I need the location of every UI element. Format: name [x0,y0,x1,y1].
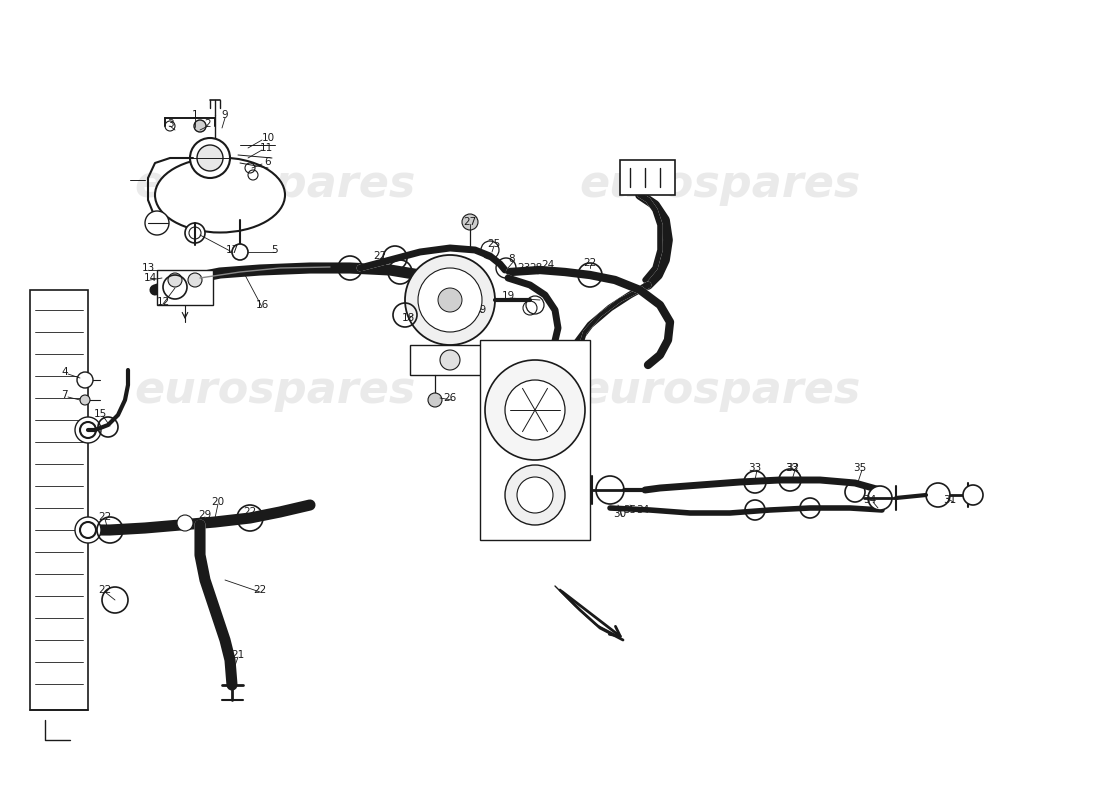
Circle shape [418,268,482,332]
Text: eurospares: eurospares [580,163,860,206]
Circle shape [145,211,169,235]
Text: 35: 35 [854,463,867,473]
Text: 11: 11 [260,143,273,153]
Circle shape [405,255,495,345]
Circle shape [232,244,248,260]
Text: 2: 2 [205,119,211,129]
Text: 27: 27 [463,217,476,227]
Text: 13: 13 [142,263,155,273]
Circle shape [77,372,94,388]
Text: 34: 34 [864,495,877,505]
Circle shape [75,417,101,443]
Circle shape [80,395,90,405]
Text: 29: 29 [198,510,211,520]
Text: 26: 26 [443,393,456,403]
Text: 33: 33 [785,463,799,473]
Bar [157,270,213,305]
Circle shape [194,120,206,132]
Text: 14: 14 [143,273,156,283]
Circle shape [440,350,460,370]
Text: 4: 4 [62,367,68,377]
Circle shape [75,517,101,543]
Text: eurospares: eurospares [134,369,416,411]
Bar [410,345,490,375]
Text: 22: 22 [253,585,266,595]
Text: 20: 20 [211,497,224,507]
Circle shape [190,138,230,178]
Text: 12: 12 [156,297,169,307]
Bar [480,340,590,540]
Text: 18: 18 [402,313,415,323]
Circle shape [517,477,553,513]
Circle shape [462,214,478,230]
Text: 7: 7 [60,390,67,400]
Text: 33: 33 [748,463,761,473]
Circle shape [188,273,202,287]
Circle shape [428,393,442,407]
Text: 22: 22 [98,512,111,522]
Text: 24: 24 [541,260,554,270]
Text: 22: 22 [243,507,256,517]
Circle shape [485,360,585,460]
Text: 28: 28 [529,263,542,273]
Text: 9: 9 [222,110,229,120]
Bar [30,290,88,710]
Circle shape [177,515,192,531]
Text: 10: 10 [262,133,275,143]
Text: 19: 19 [502,291,515,301]
Text: 1: 1 [191,110,198,120]
Text: 22: 22 [373,251,386,261]
Text: eurospares: eurospares [580,369,860,411]
Circle shape [962,485,983,505]
Text: eurospares: eurospares [134,163,416,206]
Circle shape [505,465,565,525]
Circle shape [168,273,182,287]
Text: 34: 34 [637,505,650,515]
Text: 16: 16 [255,300,268,310]
Circle shape [596,476,624,504]
Bar [620,160,675,195]
Circle shape [868,486,892,510]
Text: 22: 22 [583,258,596,268]
Text: 29: 29 [473,305,486,315]
Text: 5: 5 [272,245,278,255]
Circle shape [197,145,223,171]
Text: 23: 23 [517,263,530,273]
Text: 8: 8 [508,254,515,264]
Text: 32: 32 [786,463,800,473]
Text: 25: 25 [487,239,500,249]
Ellipse shape [155,158,285,233]
Text: 30: 30 [614,509,627,519]
Circle shape [185,223,205,243]
Circle shape [438,288,462,312]
Text: 17: 17 [226,245,239,255]
Text: 35: 35 [624,505,637,515]
Text: 3: 3 [167,119,174,129]
Text: 31: 31 [944,495,957,505]
Text: 21: 21 [231,650,244,660]
Text: 6: 6 [265,157,272,167]
Circle shape [926,483,950,507]
Text: 15: 15 [94,409,107,419]
Circle shape [505,380,565,440]
Text: 22: 22 [98,585,111,595]
